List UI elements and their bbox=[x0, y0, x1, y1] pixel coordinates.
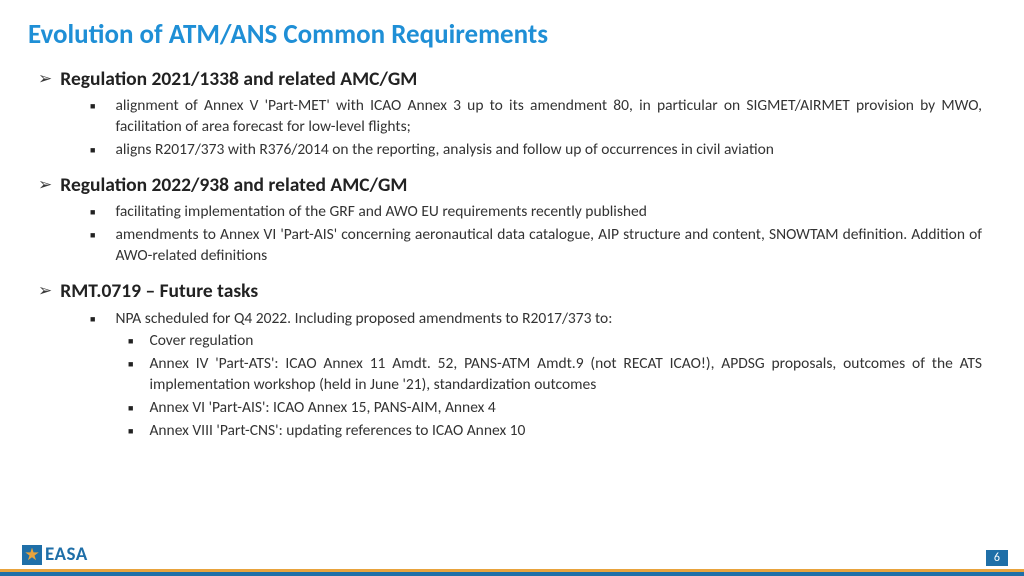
bullet-text: alignment of Annex V 'Part-MET' with ICA… bbox=[115, 96, 996, 138]
bullet-text: amendments to Annex VI 'Part-AIS' concer… bbox=[115, 225, 996, 267]
bullet-text: facilitating implementation of the GRF a… bbox=[115, 202, 996, 223]
sub-bullet-item: ■ Cover regulation bbox=[28, 331, 996, 352]
square-bullet-icon: ■ bbox=[90, 314, 95, 326]
section-header: ➢ RMT.0719 – Future tasks bbox=[28, 279, 996, 304]
bullet-item: ■ NPA scheduled for Q4 2022. Including pr… bbox=[28, 309, 996, 330]
bullet-text: aligns R2017/373 with R376/2014 on the r… bbox=[115, 140, 996, 161]
sub-bullet-list: ■ Cover regulation ■ Annex IV 'Part-ATS': I… bbox=[28, 331, 996, 442]
sub-bullet-item: ■ Annex VIII 'Part-CNS': updating referen… bbox=[28, 421, 996, 442]
square-bullet-icon: ■ bbox=[90, 207, 95, 219]
section-header: ➢ Regulation 2022/938 and related AMC/GM bbox=[28, 173, 996, 198]
square-bullet-icon: ■ bbox=[90, 145, 95, 157]
sub-bullet-text: Annex VIII 'Part-CNS': updating referenc… bbox=[149, 421, 996, 442]
arrow-right-icon: ➢ bbox=[38, 67, 52, 91]
bullet-item: ■ facilitating implementation of the GRF … bbox=[28, 202, 996, 223]
section: ➢ RMT.0719 – Future tasks ■ NPA scheduled f… bbox=[28, 279, 996, 442]
square-bullet-icon: ■ bbox=[128, 426, 133, 438]
square-bullet-icon: ■ bbox=[90, 101, 95, 113]
arrow-right-icon: ➢ bbox=[38, 173, 52, 197]
sections-container: ➢ Regulation 2021/1338 and related AMC/GM… bbox=[28, 67, 996, 442]
bullet-item: ■ amendments to Annex VI 'Part-AIS' conce… bbox=[28, 225, 996, 267]
bullet-list: ■ NPA scheduled for Q4 2022. Including pr… bbox=[28, 309, 996, 443]
section: ➢ Regulation 2021/1338 and related AMC/GM… bbox=[28, 67, 996, 161]
page-number: 6 bbox=[986, 550, 1008, 566]
square-bullet-icon: ■ bbox=[90, 230, 95, 242]
bullet-list: ■ facilitating implementation of the GRF … bbox=[28, 202, 996, 267]
section-header: ➢ Regulation 2021/1338 and related AMC/GM bbox=[28, 67, 996, 92]
easa-logo-text: EASA bbox=[45, 543, 88, 566]
section-title: RMT.0719 – Future tasks bbox=[60, 279, 258, 304]
square-bullet-icon: ■ bbox=[128, 336, 133, 348]
section: ➢ Regulation 2022/938 and related AMC/GM ■… bbox=[28, 173, 996, 267]
sub-bullet-text: Annex IV 'Part-ATS': ICAO Annex 11 Amdt.… bbox=[149, 354, 996, 396]
sub-bullet-text: Cover regulation bbox=[149, 331, 996, 352]
easa-logo: EASA bbox=[22, 543, 88, 566]
square-bullet-icon: ■ bbox=[128, 359, 133, 371]
slide: Evolution of ATM/ANS Common Requirements… bbox=[0, 0, 1024, 576]
arrow-right-icon: ➢ bbox=[38, 279, 52, 303]
sub-bullet-item: ■ Annex VI 'Part-AIS': ICAO Annex 15, PAN… bbox=[28, 398, 996, 419]
sub-bullet-text: Annex VI 'Part-AIS': ICAO Annex 15, PANS… bbox=[149, 398, 996, 419]
section-title: Regulation 2022/938 and related AMC/GM bbox=[60, 173, 407, 198]
bullet-item: ■ alignment of Annex V 'Part-MET' with IC… bbox=[28, 96, 996, 138]
slide-title: Evolution of ATM/ANS Common Requirements bbox=[28, 18, 996, 51]
bullet-item: ■ aligns R2017/373 with R376/2014 on the … bbox=[28, 140, 996, 161]
easa-logo-icon bbox=[22, 545, 42, 565]
bullet-text: NPA scheduled for Q4 2022. Including pro… bbox=[115, 309, 996, 330]
sub-bullet-item: ■ Annex IV 'Part-ATS': ICAO Annex 11 Amdt… bbox=[28, 354, 996, 396]
section-title: Regulation 2021/1338 and related AMC/GM bbox=[60, 67, 417, 92]
bullet-list: ■ alignment of Annex V 'Part-MET' with IC… bbox=[28, 96, 996, 161]
footer: EASA 6 bbox=[0, 542, 1024, 576]
square-bullet-icon: ■ bbox=[128, 403, 133, 415]
footer-bar-blue bbox=[0, 572, 1024, 576]
